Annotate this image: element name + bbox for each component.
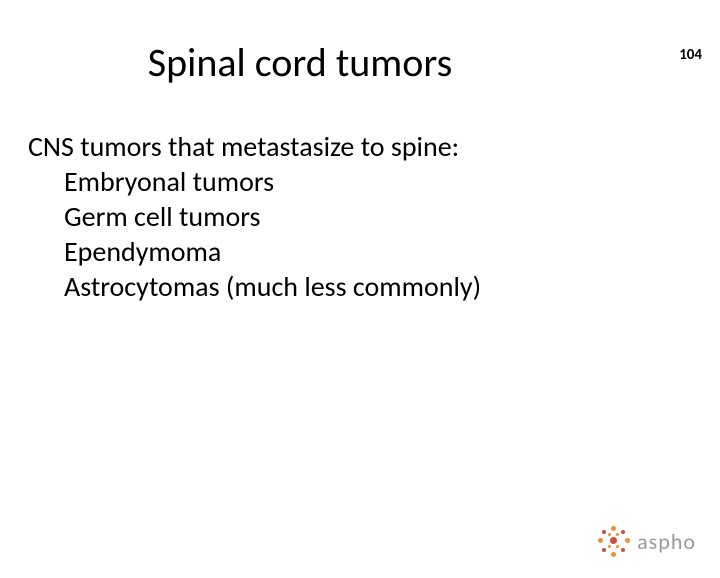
list-item: Embryonal tumors — [64, 164, 720, 199]
aspho-logo: aspho — [597, 524, 696, 558]
list-item: Germ cell tumors — [64, 199, 720, 234]
slide-title: Spinal cord tumors — [0, 38, 720, 87]
logo-text: aspho — [637, 528, 696, 555]
logo-mark-icon — [597, 524, 631, 558]
list-item: Astrocytomas (much less commonly) — [64, 269, 720, 304]
content-block: CNS tumors that metastasize to spine: Em… — [28, 129, 720, 304]
content-heading: CNS tumors that metastasize to spine: — [28, 129, 720, 164]
list-item: Ependymoma — [64, 234, 720, 269]
page-number: 104 — [679, 46, 702, 64]
